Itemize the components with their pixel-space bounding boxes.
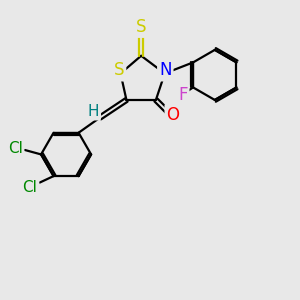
Text: N: N bbox=[159, 61, 172, 80]
Text: H: H bbox=[88, 103, 99, 118]
Text: F: F bbox=[178, 86, 188, 104]
Text: Cl: Cl bbox=[8, 141, 22, 156]
Text: S: S bbox=[136, 18, 146, 36]
Text: O: O bbox=[167, 106, 179, 124]
Text: S: S bbox=[114, 61, 124, 80]
Text: Cl: Cl bbox=[22, 180, 38, 195]
